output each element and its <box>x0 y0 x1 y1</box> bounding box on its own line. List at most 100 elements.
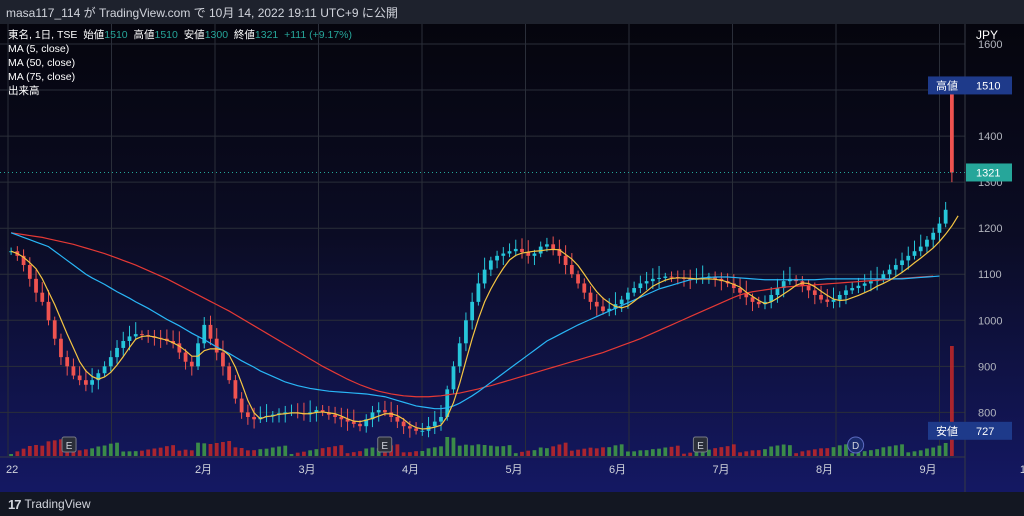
candle-81 <box>513 248 518 252</box>
volume-bar-17 <box>115 442 119 456</box>
high-label: 高値 <box>133 29 155 41</box>
volume-bar-133 <box>837 445 842 456</box>
event-marker-label-0: E <box>66 441 73 452</box>
volume-bar-8 <box>59 439 63 456</box>
candle-95 <box>601 306 605 312</box>
candle-75 <box>476 283 481 302</box>
volume-bar-124 <box>781 444 786 456</box>
candle-26 <box>171 341 175 344</box>
volume-bar-46 <box>295 452 300 456</box>
moving-averages <box>10 215 959 430</box>
volume-bar-99 <box>626 451 630 456</box>
volume-bar-150 <box>943 443 948 456</box>
volume-bar-86 <box>545 448 549 456</box>
candle-59 <box>376 410 381 413</box>
candle-70 <box>445 389 450 417</box>
indicator-ma50[interactable]: MA (50, close) <box>8 57 76 69</box>
candle-8 <box>59 338 63 358</box>
x-tick-label-9: 10月 <box>1020 464 1024 476</box>
candle-5 <box>40 292 45 302</box>
candle-140 <box>881 274 886 279</box>
volume-bar-29 <box>189 450 194 456</box>
footer-bar: 17 TradingView <box>0 492 1024 516</box>
close-value: 1321 <box>254 29 279 41</box>
x-tick-label-4: 5月 <box>505 464 522 476</box>
low-tag-label: 安値 <box>936 424 958 438</box>
volume-bar-147 <box>925 448 929 456</box>
volume-bar-11 <box>77 450 82 456</box>
brand-name[interactable]: TradingView <box>24 497 91 511</box>
volume-bar-110 <box>694 451 699 456</box>
candle-82 <box>520 248 524 253</box>
volume-bar-70 <box>445 437 450 456</box>
indicator-ma5[interactable]: MA (5, close) <box>8 43 70 55</box>
candle-100 <box>632 288 637 293</box>
earnings-marker-1 <box>377 436 393 453</box>
volume-bar-51 <box>326 447 331 456</box>
event-marker-label-2: E <box>697 441 704 452</box>
high-tag-label: 高値 <box>936 78 958 92</box>
volume-bar-129 <box>812 449 817 456</box>
candle-53 <box>339 416 344 420</box>
volume-bar-5 <box>40 445 45 456</box>
volume-bar-149 <box>937 445 942 456</box>
low-tag-value: 727 <box>976 426 994 438</box>
ohlc-row: 東名, 1日, TSE 始値1510 高値1510 安値1300 終値1321 … <box>8 28 352 42</box>
time-axis: 22 2月 3月 4月 5月 6月 7月 8月 9月 10月 <box>0 456 1024 476</box>
candle-121 <box>763 301 767 305</box>
ma50-line <box>10 232 940 410</box>
volume-bar-83 <box>526 450 531 456</box>
publisher-text: masa117_114 が TradingView.com で 10月 14, … <box>6 5 398 20</box>
candle-12 <box>83 380 88 385</box>
volume-bar-73 <box>464 444 468 456</box>
volume-bar-10 <box>71 449 76 456</box>
volume-bar-132 <box>831 447 836 456</box>
volume-bar-92 <box>582 448 587 456</box>
volume-bar-58 <box>370 447 375 456</box>
volume-bar-74 <box>470 445 475 456</box>
volume-bar-24 <box>158 447 163 456</box>
ma5-line <box>10 215 959 430</box>
candle-55 <box>351 421 356 424</box>
low-label: 安値 <box>183 29 205 41</box>
volume-bar-88 <box>557 444 562 456</box>
volume-bar-107 <box>675 445 680 456</box>
volume-bar-141 <box>887 446 892 456</box>
volume-bar-37 <box>239 448 244 456</box>
volume-bar-80 <box>507 445 512 456</box>
volume-bar-30 <box>196 442 200 456</box>
volume-bar-22 <box>146 449 151 456</box>
volume-bar-130 <box>819 448 823 456</box>
candle-13 <box>90 380 94 385</box>
volume-bar-27 <box>177 450 182 456</box>
candle-17 <box>115 347 119 358</box>
candle-62 <box>395 416 400 422</box>
volume-bar-89 <box>563 442 568 456</box>
candle-124 <box>781 281 786 289</box>
candle-85 <box>538 246 543 254</box>
candle-54 <box>345 419 350 422</box>
x-tick-label-7: 8月 <box>816 464 833 476</box>
volume-bar-103 <box>650 449 655 456</box>
y-tick-label-2: 1000 <box>978 315 1002 327</box>
candle-63 <box>401 421 406 427</box>
low-tag-label-bg <box>928 421 966 440</box>
volume-bar-144 <box>906 452 911 456</box>
volume-bar-112 <box>707 449 711 456</box>
volume-bar-108 <box>682 453 686 456</box>
volume-bar-120 <box>756 450 761 456</box>
volume-bar-12 <box>83 449 88 456</box>
volume-bar-50 <box>320 448 325 456</box>
close-label: 終値 <box>233 29 255 41</box>
volume-bar-142 <box>893 445 898 456</box>
candle-134 <box>844 290 848 295</box>
candle-96 <box>607 308 612 312</box>
volume-bar-151 <box>949 346 954 456</box>
x-tick-label-1: 2月 <box>195 464 212 476</box>
volume-bar-62 <box>395 444 400 456</box>
indicator-volume[interactable]: 出来高 <box>8 85 40 97</box>
volume-bar-7 <box>52 440 57 456</box>
indicator-ma75[interactable]: MA (75, close) <box>8 71 76 83</box>
candle-4 <box>34 278 38 293</box>
